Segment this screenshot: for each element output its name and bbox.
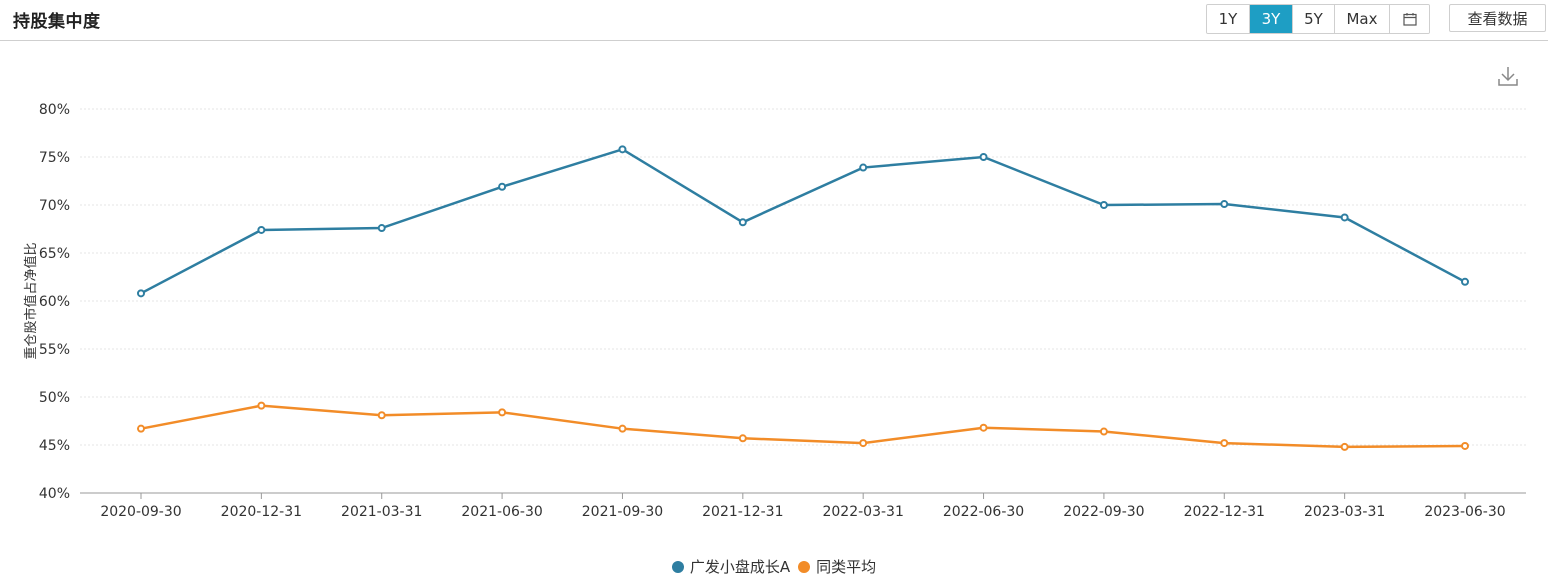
x-tick-label: 2022-12-31	[1184, 504, 1265, 520]
y-tick-label: 80%	[39, 102, 70, 118]
x-tick-label: 2022-09-30	[1063, 504, 1144, 520]
range-button-5y[interactable]: 5Y	[1293, 5, 1335, 33]
legend-marker-average	[798, 560, 811, 573]
y-tick-label: 60%	[39, 294, 70, 310]
data-point	[738, 218, 747, 227]
calendar-icon	[1402, 13, 1417, 26]
data-point	[1099, 427, 1108, 436]
y-tick-label: 65%	[39, 246, 70, 262]
x-tick-label: 2021-12-31	[702, 504, 783, 520]
x-tick-label: 2022-06-30	[943, 504, 1024, 520]
range-selector: 1Y 3Y 5Y Max	[1206, 4, 1430, 34]
data-point	[1461, 277, 1469, 286]
data-point	[1461, 441, 1469, 450]
y-tick-label: 55%	[39, 342, 70, 358]
x-tick-label: 2021-06-30	[461, 504, 542, 520]
range-button-1y[interactable]: 1Y	[1207, 5, 1250, 33]
data-point	[618, 424, 627, 433]
calendar-button[interactable]	[1390, 5, 1429, 33]
data-point	[498, 182, 507, 191]
data-point	[1220, 200, 1229, 209]
legend-label-fund: 广发小盘成长A	[689, 558, 791, 576]
legend-item-average[interactable]: 同类平均	[798, 556, 876, 577]
data-point	[498, 408, 507, 417]
header-bar: 持股集中度 1Y 3Y 5Y Max 查看数据	[0, 0, 1548, 41]
data-point	[618, 145, 627, 154]
y-axis-title: 重仓股市值占净值比	[23, 242, 39, 359]
view-data-button[interactable]: 查看数据	[1449, 4, 1546, 32]
data-point	[257, 225, 266, 234]
download-icon	[1498, 67, 1518, 86]
data-point	[1340, 442, 1349, 451]
x-tick-label: 2022-03-31	[822, 504, 903, 520]
download-button[interactable]	[1496, 64, 1520, 88]
data-point	[738, 434, 747, 443]
y-tick-label: 75%	[39, 150, 70, 166]
data-point	[979, 423, 988, 432]
data-point	[859, 439, 868, 448]
y-tick-label: 50%	[39, 390, 70, 406]
range-button-3y[interactable]: 3Y	[1250, 5, 1293, 33]
data-point	[137, 424, 145, 433]
data-point	[377, 411, 386, 420]
legend-marker-fund	[671, 560, 684, 573]
y-tick-label: 70%	[39, 198, 70, 214]
x-tick-label: 2021-03-31	[341, 504, 422, 520]
page-title: 持股集中度	[13, 12, 101, 32]
x-tick-label: 2023-06-30	[1424, 504, 1505, 520]
x-tick-label: 2023-03-31	[1304, 504, 1385, 520]
data-point	[859, 163, 868, 172]
legend-item-fund[interactable]: 广发小盘成长A	[671, 556, 791, 577]
data-point	[979, 153, 988, 161]
x-tick-label: 2020-12-31	[221, 504, 302, 520]
data-point	[377, 224, 386, 233]
range-button-max[interactable]: Max	[1335, 5, 1390, 33]
data-point	[257, 401, 266, 410]
data-point	[137, 289, 145, 298]
data-point	[1220, 439, 1229, 448]
series-line	[140, 404, 1466, 449]
chart-legend: 广发小盘成长A 同类平均	[0, 556, 1548, 577]
y-tick-label: 40%	[39, 486, 70, 502]
y-tick-label: 45%	[39, 438, 70, 454]
legend-label-average: 同类平均	[816, 558, 877, 576]
x-tick-label: 2021-09-30	[582, 504, 663, 520]
x-tick-label: 2020-09-30	[100, 504, 181, 520]
data-point	[1099, 201, 1108, 209]
series-line	[140, 147, 1466, 295]
data-point	[1340, 213, 1349, 222]
